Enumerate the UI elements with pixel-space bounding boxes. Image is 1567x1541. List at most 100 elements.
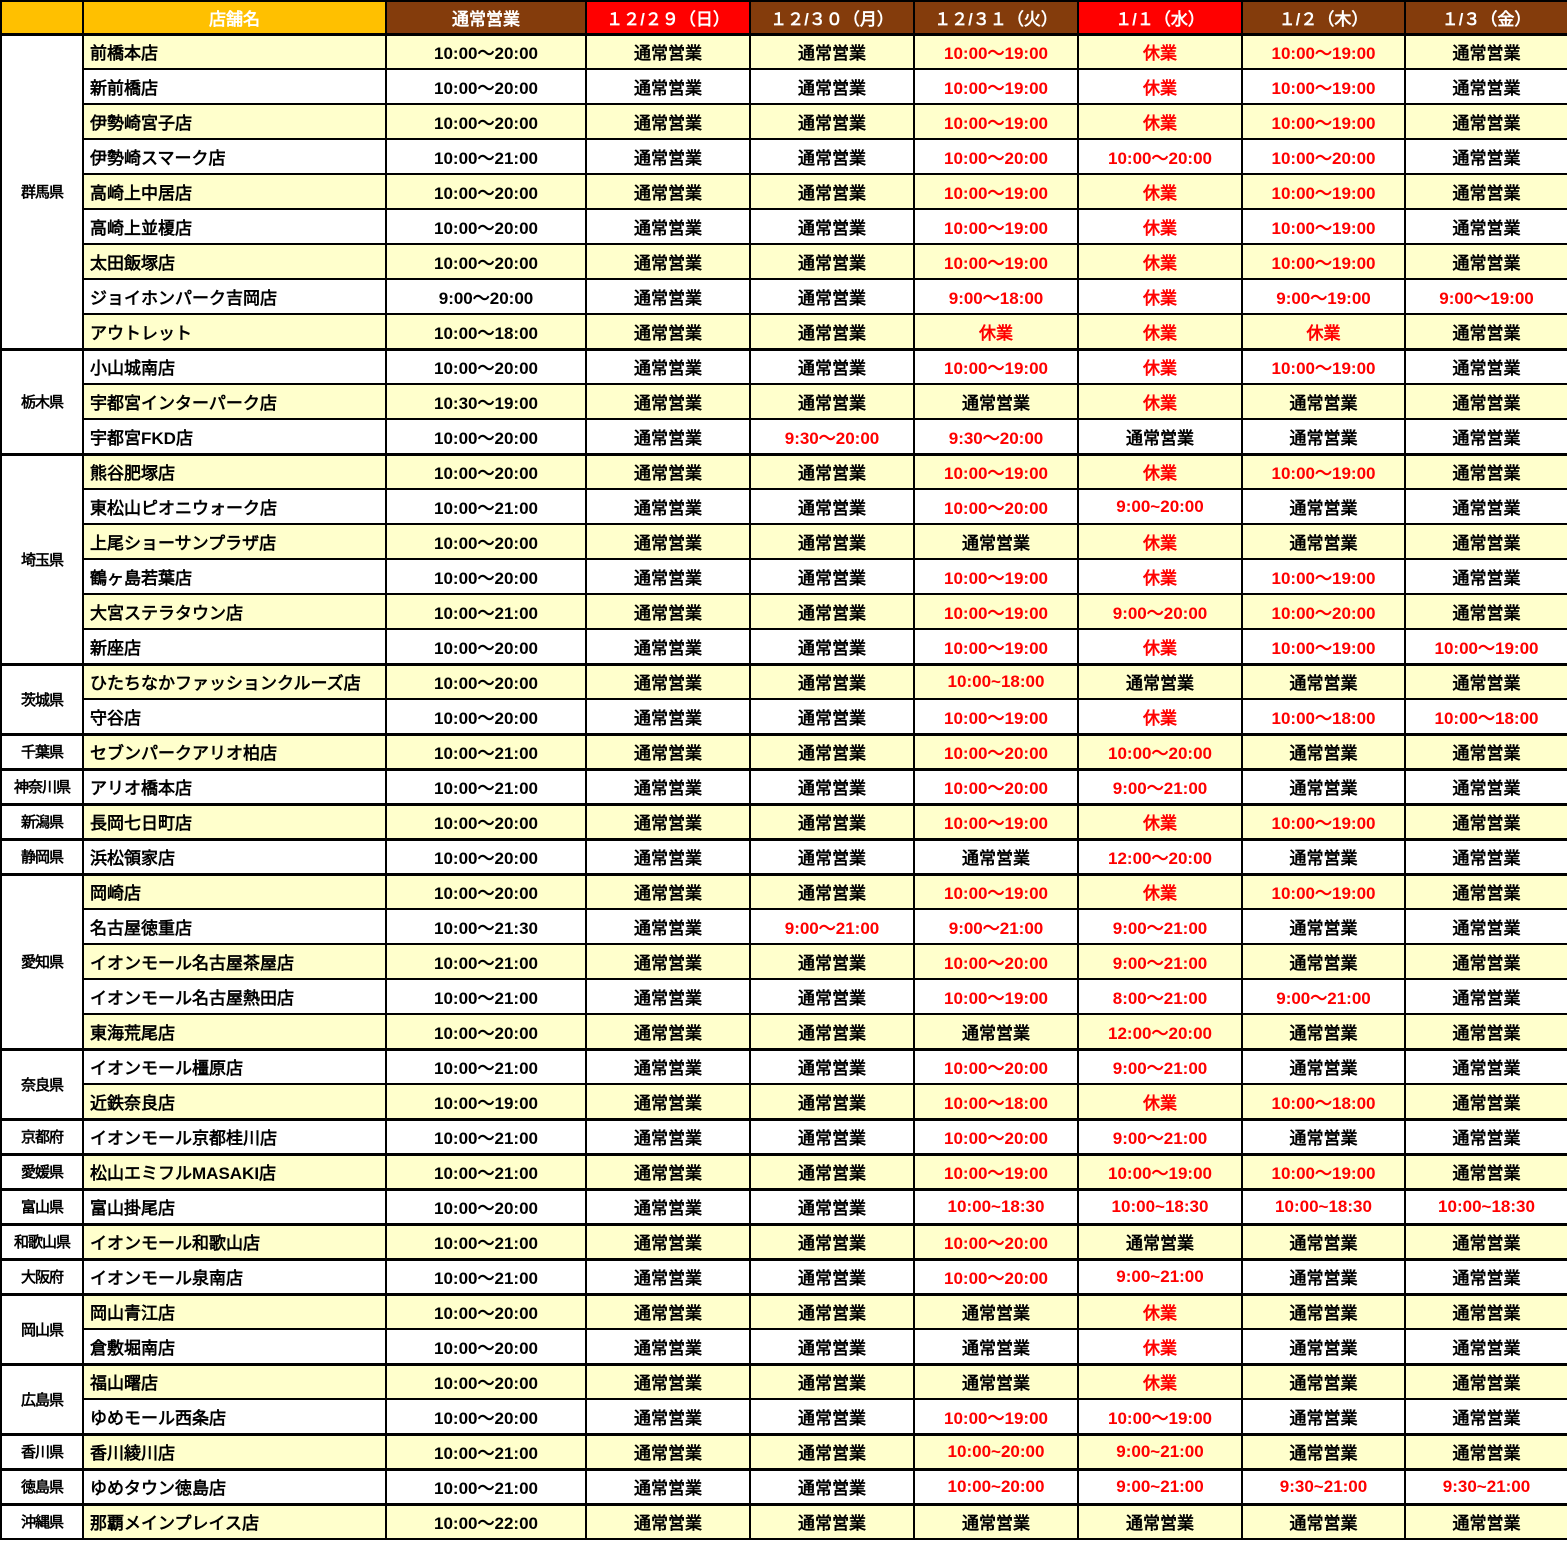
day-hours-cell: 通常営業 (749, 1362, 915, 1400)
table-row: 鶴ヶ島若葉店 10:00〜20:00 通常営業 通常営業 10:00〜19:00 休業 10… (1, 558, 1567, 595)
day-hours-cell: 通常営業 (1404, 313, 1567, 350)
day-hours-cell: 通常営業 (749, 523, 915, 560)
day-hours-cell: 通常営業 (749, 138, 915, 175)
store-name-cell: 富山掛尾店 (82, 1187, 387, 1225)
store-name-cell: 熊谷肥塚店 (82, 452, 387, 490)
day-hours-cell: 通常営業 (749, 943, 915, 980)
table-row: 富山県 富山掛尾店 10:00〜20:00 通常営業 通常営業 10:00~18:30 10… (0, 1187, 1567, 1225)
store-name-cell: 高崎上並榎店 (82, 208, 387, 245)
day-hours-cell: 通常営業 (749, 872, 915, 910)
normal-hours-cell: 10:00〜21:00 (385, 1222, 587, 1260)
day-hours-cell: 休業 (1077, 628, 1243, 665)
day-hours-cell: 10:00〜19:00 (1241, 628, 1406, 665)
day-hours-cell: 通常営業 (1404, 1502, 1567, 1540)
day-hours-cell: 通常営業 (1404, 383, 1567, 420)
day-hours-cell: 通常営業 (1241, 1292, 1406, 1330)
day-hours-cell: 10:00〜19:00 (1241, 1152, 1406, 1190)
store-name-cell: 那覇メインプレイス店 (82, 1502, 387, 1540)
day-hours-cell: 12:00〜20:00 (1077, 1013, 1243, 1050)
day-hours-cell: 通常営業 (913, 1362, 1079, 1400)
table-row: 大阪府 イオンモール泉南店 10:00〜21:00 通常営業 通常営業 10:00〜20:… (0, 1257, 1567, 1295)
prefecture-cell: 千葉県 (0, 732, 84, 770)
table-row: 埼玉県 熊谷肥塚店 10:00〜20:00 通常営業 通常営業 10:00〜19:00 休業… (0, 452, 1567, 665)
day-hours-cell: 通常営業 (749, 1013, 915, 1050)
day-hours-cell: 通常営業 (585, 943, 751, 980)
day-hours-cell: 10:00〜19:00 (1241, 872, 1406, 910)
day-hours-cell: 10:00~20:00 (913, 1467, 1079, 1505)
day-hours-cell: 通常営業 (749, 1432, 915, 1470)
prefecture-cell: 新潟県 (0, 802, 84, 840)
date-column-header: １２/３１（火） (913, 0, 1079, 36)
day-hours-cell: 9:00〜20:00 (1077, 593, 1243, 630)
day-hours-cell: 10:00〜20:00 (1241, 138, 1406, 175)
day-hours-cell: 通常営業 (585, 523, 751, 560)
store-name-cell: 岡山青江店 (82, 1292, 387, 1330)
day-hours-cell: 9:00〜18:00 (913, 278, 1079, 315)
day-hours-cell: 休業 (1077, 872, 1243, 910)
table-row: 名古屋徳重店 10:00〜21:30 通常営業 9:00〜21:00 9:00〜21:0… (1, 908, 1567, 945)
day-hours-cell: 8:00〜21:00 (1077, 978, 1243, 1015)
day-hours-cell: 通常営業 (585, 1083, 751, 1120)
store-name-cell: 近鉄奈良店 (82, 1083, 387, 1120)
normal-hours-cell: 10:00〜20:00 (385, 243, 587, 280)
day-hours-cell: 通常営業 (1404, 347, 1567, 385)
day-hours-cell: 通常営業 (585, 347, 751, 385)
table-row: 新前橋店 10:00〜20:00 通常営業 通常営業 10:00〜19:00 休業 10:0… (1, 68, 1567, 105)
day-hours-cell: 通常営業 (1404, 1398, 1567, 1435)
day-hours-cell: 10:00〜18:00 (1241, 698, 1406, 735)
store-name-cell: 倉敷堀南店 (82, 1328, 387, 1365)
prefecture-cell: 静岡県 (0, 837, 84, 875)
day-hours-cell: 通常営業 (585, 802, 751, 840)
day-hours-cell: 通常営業 (749, 1502, 915, 1540)
table-row: 静岡県 浜松領家店 10:00〜20:00 通常営業 通常営業 通常営業 12:00〜20:… (0, 837, 1567, 875)
day-hours-cell: 10:00〜19:00 (1077, 1152, 1243, 1190)
day-hours-cell: 10:00〜20:00 (913, 1117, 1079, 1155)
day-hours-cell: 通常営業 (913, 837, 1079, 875)
table-row: 東海荒尾店 10:00〜20:00 通常営業 通常営業 通常営業 12:00〜20:00 通… (1, 1013, 1567, 1050)
day-hours-cell: 通常営業 (1404, 488, 1567, 525)
normal-hours-cell: 10:00〜20:00 (385, 1013, 587, 1050)
store-name-cell: 守谷店 (82, 698, 387, 735)
prefecture-cell: 奈良県 (0, 1047, 84, 1120)
day-hours-cell: 通常営業 (585, 1187, 751, 1225)
day-hours-cell: 通常営業 (1241, 943, 1406, 980)
table-row: 愛知県 岡崎店 10:00〜20:00 通常営業 通常営業 10:00〜19:00 休業 10… (0, 872, 1567, 1050)
store-name-cell: 小山城南店 (82, 347, 387, 385)
table-row: 和歌山県 イオンモール和歌山店 10:00〜21:00 通常営業 通常営業 10:00〜2… (0, 1222, 1567, 1260)
day-hours-cell: 通常営業 (1404, 103, 1567, 140)
day-hours-cell: 通常営業 (585, 1328, 751, 1365)
prefecture-cell: 栃木県 (0, 347, 84, 455)
day-hours-cell: 9:00〜21:00 (1077, 767, 1243, 805)
day-hours-cell: 休業 (1077, 802, 1243, 840)
day-hours-cell: 10:00〜19:00 (913, 593, 1079, 630)
day-hours-cell: 通常営業 (1404, 1152, 1567, 1190)
store-name-cell: セブンパークアリオ柏店 (82, 732, 387, 770)
day-hours-cell: 10:00〜18:00 (1241, 1083, 1406, 1120)
normal-hours-cell: 10:00〜21:30 (385, 908, 587, 945)
store-name-cell: イオンモール京都桂川店 (82, 1117, 387, 1155)
day-hours-cell: 通常営業 (1404, 943, 1567, 980)
day-hours-cell: 10:00〜19:00 (913, 452, 1079, 490)
day-hours-cell: 通常営業 (585, 837, 751, 875)
table-row: 伊勢崎スマーク店 10:00〜21:00 通常営業 通常営業 10:00〜20:00 10… (1, 138, 1567, 175)
day-hours-cell: 通常営業 (1241, 662, 1406, 700)
store-name-cell: 香川綾川店 (82, 1432, 387, 1470)
table-row: 上尾ショーサンプラザ店 10:00〜20:00 通常営業 通常営業 通常営業 休業 通常営業… (1, 523, 1567, 560)
day-hours-cell: 通常営業 (1077, 1222, 1243, 1260)
day-hours-cell: 通常営業 (1404, 173, 1567, 210)
table-row: 広島県 福山曙店 10:00〜20:00 通常営業 通常営業 通常営業 休業 通常営業 通常営業 (0, 1362, 1567, 1435)
day-hours-cell: 通常営業 (1404, 767, 1567, 805)
day-hours-cell: 通常営業 (1404, 1117, 1567, 1155)
day-hours-cell: 休業 (1077, 32, 1243, 70)
table-row: 京都府 イオンモール京都桂川店 10:00〜21:00 通常営業 通常営業 10:00〜2… (0, 1117, 1567, 1155)
day-hours-cell: 通常営業 (585, 1502, 751, 1540)
prefecture-cell: 群馬県 (0, 32, 84, 350)
store-name-column-header: 店舗名 (82, 0, 387, 36)
day-hours-cell: 休業 (1077, 698, 1243, 735)
day-hours-cell: 9:00~21:00 (1077, 1467, 1243, 1505)
day-hours-cell: 通常営業 (1404, 452, 1567, 490)
day-hours-cell: 通常営業 (1241, 1328, 1406, 1365)
day-hours-cell: 通常営業 (749, 1187, 915, 1225)
day-hours-cell: 通常営業 (749, 1047, 915, 1085)
normal-hours-cell: 9:00〜20:00 (385, 278, 587, 315)
